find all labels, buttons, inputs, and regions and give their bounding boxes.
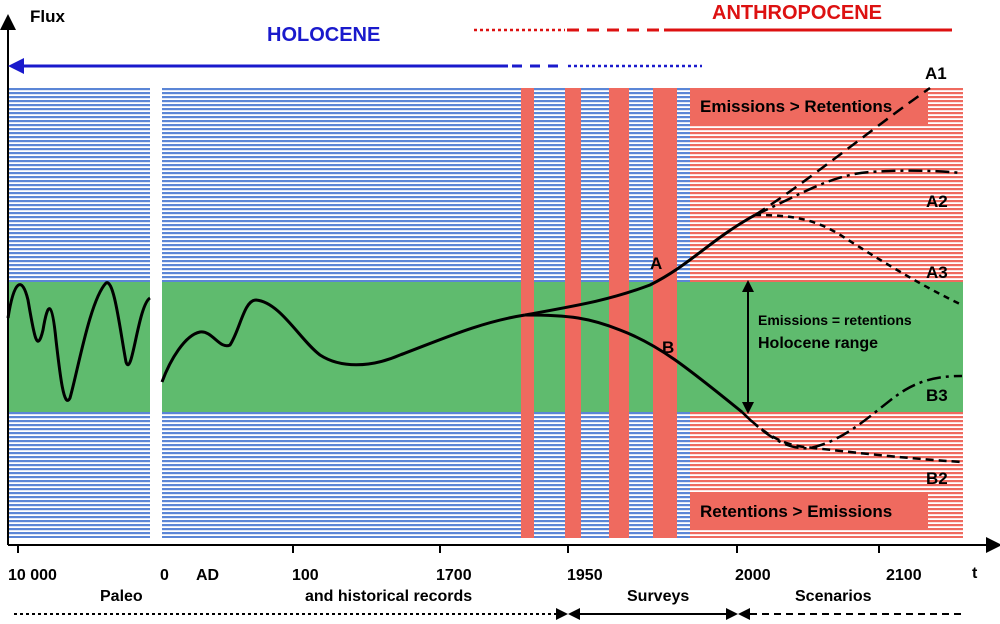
label-b2: B2 xyxy=(926,469,948,488)
x-axis-label: t xyxy=(972,565,978,582)
curve-b xyxy=(524,313,743,414)
curve-a xyxy=(524,213,756,317)
y-axis-label: Flux xyxy=(30,7,65,26)
red-bar-3 xyxy=(609,88,629,538)
label-a: A xyxy=(650,254,662,273)
red-bar-2 xyxy=(565,88,581,538)
tick-ad: AD xyxy=(196,567,219,584)
phase-surveys: Surveys xyxy=(627,588,689,605)
scenario-a3 xyxy=(754,213,963,307)
x-axis-ticks xyxy=(17,545,880,553)
label-a3: A3 xyxy=(926,263,948,282)
holocene-range-label: Holocene range xyxy=(758,335,878,352)
label-b: B xyxy=(662,338,674,357)
range-arrow-bottom xyxy=(742,402,754,414)
balance-label: Emissions = retentions xyxy=(758,312,912,328)
phase-historical: and historical records xyxy=(305,588,472,605)
tick-2100: 2100 xyxy=(886,567,922,584)
range-arrow-top xyxy=(742,280,754,292)
upper-zone-label: Emissions > Retentions xyxy=(700,97,892,116)
label-b3: B3 xyxy=(926,386,948,405)
tick-100: 100 xyxy=(292,567,319,584)
label-a1: A1 xyxy=(925,64,947,83)
phase-arrow-4 xyxy=(738,608,750,620)
time-break-gap xyxy=(150,86,162,542)
phase-paleo: Paleo xyxy=(100,588,143,605)
red-bar-4 xyxy=(653,88,677,538)
scenario-b3 xyxy=(741,374,963,450)
phase-arrow-3 xyxy=(726,608,738,620)
lower-zone-label: Retentions > Emissions xyxy=(700,502,892,521)
tick-2000: 2000 xyxy=(735,567,771,584)
anthropocene-label: ANTHROPOCENE xyxy=(712,2,882,24)
tick-10000: 10 000 xyxy=(8,567,57,584)
tick-1950: 1950 xyxy=(567,567,603,584)
scenario-a2 xyxy=(754,169,963,217)
tick-0: 0 xyxy=(160,567,169,584)
holocene-range-band xyxy=(8,282,963,412)
lower-zone-box xyxy=(690,492,928,530)
tick-1700: 1700 xyxy=(436,567,472,584)
holocene-arrow-head xyxy=(8,58,24,74)
historical-curve xyxy=(160,298,526,383)
scenario-a1 xyxy=(754,86,931,217)
phase-scenarios: Scenarios xyxy=(795,588,872,605)
holocene-label: HOLOCENE xyxy=(267,24,380,46)
paleo-curve xyxy=(6,281,152,402)
red-bar-1 xyxy=(521,88,534,538)
phase-arrow-1 xyxy=(556,608,568,620)
label-a2: A2 xyxy=(926,192,948,211)
phase-arrow-2 xyxy=(568,608,580,620)
upper-zone-box xyxy=(690,88,928,124)
